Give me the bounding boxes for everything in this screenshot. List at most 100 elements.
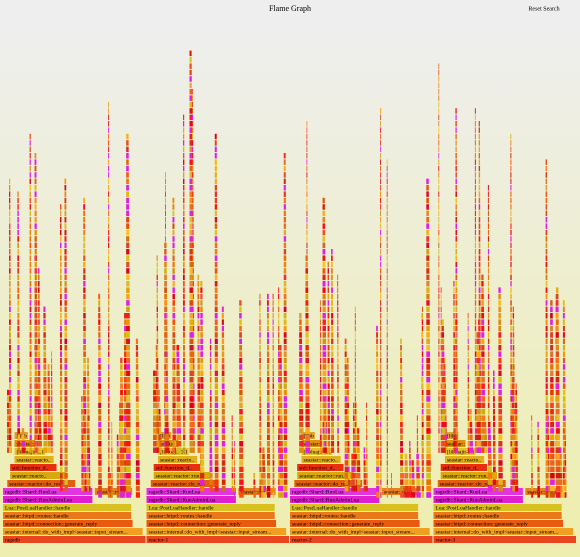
frame-cell xyxy=(51,389,53,396)
frame-cell xyxy=(172,325,176,332)
frame-cell xyxy=(352,409,355,415)
frame-cell xyxy=(455,172,457,178)
frame-cell xyxy=(29,325,32,332)
frame-cell xyxy=(283,274,287,281)
frame-cell xyxy=(512,338,515,345)
frame-cell xyxy=(487,383,490,389)
frame-cell xyxy=(331,249,333,255)
frame-cell xyxy=(153,415,157,421)
frame xyxy=(153,472,211,479)
frame-cell xyxy=(108,204,110,210)
frame-cell xyxy=(98,396,102,402)
frame-cell xyxy=(172,229,175,236)
frame-cell xyxy=(564,428,566,434)
frame-cell xyxy=(455,281,458,287)
frame-cell xyxy=(43,332,46,338)
frame-cell xyxy=(189,89,192,95)
frame-cell xyxy=(380,261,382,268)
frame-cell xyxy=(283,191,286,197)
frame-cell xyxy=(421,332,424,338)
frame-cell xyxy=(481,338,485,345)
frame-cell xyxy=(556,473,561,479)
frame-cell xyxy=(386,268,388,274)
frame-cell xyxy=(8,428,12,434)
frame-cell xyxy=(83,351,86,357)
frame-cell xyxy=(200,319,203,325)
frame-label: std::function_d.. xyxy=(299,464,336,471)
frame-cell xyxy=(83,261,86,268)
frame-cell xyxy=(17,345,20,351)
frame-cell xyxy=(474,229,477,236)
frame-cell xyxy=(545,447,549,453)
frame-cell xyxy=(512,357,515,364)
frame-cell xyxy=(545,274,548,281)
frame-cell xyxy=(545,460,549,466)
frame-cell xyxy=(545,229,548,236)
frame-cell xyxy=(283,172,286,178)
frame-cell xyxy=(331,402,334,409)
frame-cell xyxy=(478,223,481,229)
frame-cell xyxy=(331,281,333,287)
frame-cell xyxy=(83,210,86,217)
frame-cell xyxy=(156,421,159,428)
frame-cell xyxy=(467,313,469,319)
frame-cell xyxy=(59,415,63,421)
frame-cell xyxy=(197,281,200,287)
frame-cell xyxy=(319,306,321,313)
frame-cell xyxy=(182,204,185,210)
frame-cell xyxy=(176,364,180,370)
frame xyxy=(440,464,488,471)
frame-cell xyxy=(545,428,548,434)
frame-cell xyxy=(366,428,368,434)
frame-cell xyxy=(83,255,86,261)
frame-cell xyxy=(478,377,481,383)
frame-cell xyxy=(135,409,139,415)
frame-label: ragedb::Shard::RunLua xyxy=(5,489,57,495)
frame-cell xyxy=(166,383,168,389)
frame-cell xyxy=(189,236,193,242)
frame-cell xyxy=(327,377,330,383)
frame-cell xyxy=(347,409,350,415)
frame-cell xyxy=(272,428,275,434)
frame-cell xyxy=(478,293,481,300)
frame-cell xyxy=(166,389,168,396)
frame-cell xyxy=(474,146,476,153)
frame-cell xyxy=(305,319,309,325)
frame-cell xyxy=(259,325,261,332)
frame-cell xyxy=(487,396,490,402)
reset-search[interactable]: Reset Search xyxy=(528,6,559,12)
frame-cell xyxy=(487,319,490,325)
frame-cell xyxy=(386,485,388,492)
frame-cell xyxy=(550,441,555,447)
frame-cell xyxy=(231,485,234,492)
frame-cell xyxy=(467,370,469,377)
frame-cell xyxy=(564,421,566,428)
frame-cell xyxy=(81,421,83,428)
frame-cell xyxy=(164,338,168,345)
frame-cell xyxy=(29,268,32,274)
frame-cell xyxy=(214,306,218,313)
frame-cell xyxy=(511,377,514,383)
frame-cell xyxy=(231,428,233,434)
frame-cell xyxy=(64,242,67,249)
frame-cell xyxy=(231,453,234,460)
frame-cell xyxy=(386,249,388,255)
frame-cell xyxy=(545,479,549,485)
frame-cell xyxy=(380,217,382,223)
frame-cell xyxy=(239,447,244,453)
frame-cell xyxy=(39,409,41,415)
frame-cell xyxy=(498,325,502,332)
frame-cell xyxy=(35,242,37,249)
frame-cell xyxy=(386,441,388,447)
frame-cell xyxy=(214,447,219,453)
frame-cell xyxy=(455,441,458,447)
frame-cell xyxy=(176,402,181,409)
frame-cell xyxy=(214,415,219,421)
frame-cell xyxy=(8,402,12,409)
frame-cell xyxy=(182,210,185,217)
frame-cell xyxy=(400,434,403,441)
frame-cell xyxy=(400,479,404,485)
frame-cell xyxy=(403,485,405,492)
frame-cell xyxy=(354,473,356,479)
frame-cell xyxy=(176,357,180,364)
